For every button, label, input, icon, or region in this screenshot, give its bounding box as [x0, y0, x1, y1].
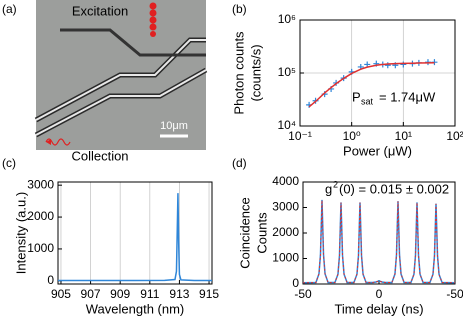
x-axis-label: Time delay (ns) [334, 301, 423, 316]
x-tick-label: 911 [140, 287, 159, 301]
excitation-label: Excitation [72, 3, 128, 18]
panel-label: (a) [2, 2, 17, 16]
panel-label: (d) [232, 156, 247, 170]
plot-frame [299, 19, 456, 127]
y-tick-label: 4000 [272, 174, 299, 188]
x-tick-label: 10² [446, 129, 463, 143]
micrograph: 10μm Excitation Collection (a) [2, 0, 208, 163]
annotation: 2 [333, 179, 338, 189]
arrow-head [46, 139, 51, 145]
data-point [400, 61, 407, 68]
x-axis-label: Power (μW) [343, 143, 412, 158]
annotation: = 1.74μW [379, 89, 436, 104]
x-tick-label: 909 [110, 287, 130, 301]
data-line [58, 193, 212, 282]
plot-frame [57, 181, 213, 285]
x-tick-label: 907 [81, 287, 101, 301]
data-line [308, 62, 435, 108]
waveguide [35, 69, 207, 136]
x-tick-label: 905 [51, 287, 71, 301]
y-axis-label: Intensity (a.u.) [13, 192, 28, 274]
y-tick-label: 1000 [27, 241, 54, 255]
y-tick-label: 10⁴ [277, 118, 296, 132]
y-tick-label: 10⁶ [278, 12, 296, 26]
plot-frame [302, 181, 456, 285]
x-tick-label: 913 [169, 287, 189, 301]
waveguide [35, 39, 206, 121]
x-tick-label: 10¹ [395, 129, 412, 143]
x-tick-label: 10⁻¹ [288, 129, 312, 143]
y-tick-label: 2000 [272, 225, 299, 239]
scale-bar-label: 10μm [160, 120, 188, 132]
annotation: sat [361, 96, 374, 106]
x-axis-label: Wavelength (nm) [86, 301, 185, 316]
x-tick-label: -50 [446, 287, 463, 301]
y-tick-label: 10⁵ [278, 65, 296, 79]
y-tick-label: 3000 [272, 200, 299, 214]
y-tick-label: 2000 [27, 209, 54, 223]
data-line [302, 200, 456, 284]
x-tick-label: -50 [294, 287, 312, 301]
y-tick-label: 1000 [272, 251, 299, 265]
panel-label: (c) [2, 156, 16, 170]
y-axis-label: Counts [254, 212, 269, 254]
y-tick-label: 0 [292, 276, 299, 290]
collection-label: Collection [71, 148, 128, 163]
excitation-spot [149, 2, 157, 37]
y-tick-label: 0 [47, 273, 54, 287]
x-tick-label: 10⁰ [343, 129, 361, 143]
y-axis-label: (counts/s) [248, 44, 263, 101]
waveguide [60, 28, 206, 57]
x-tick-label: 915 [199, 287, 219, 301]
annotation: P [352, 89, 361, 104]
annotation: g [325, 181, 332, 196]
panel-label: (b) [232, 2, 247, 16]
y-tick-label: 3000 [27, 177, 54, 191]
y-axis-label: Coincidence [237, 197, 252, 269]
x-tick-label: 0 [376, 287, 383, 301]
y-axis-label: Photon counts [231, 31, 246, 115]
data-line [302, 199, 456, 284]
annotation: (0) = 0.015 ± 0.002 [339, 181, 449, 196]
